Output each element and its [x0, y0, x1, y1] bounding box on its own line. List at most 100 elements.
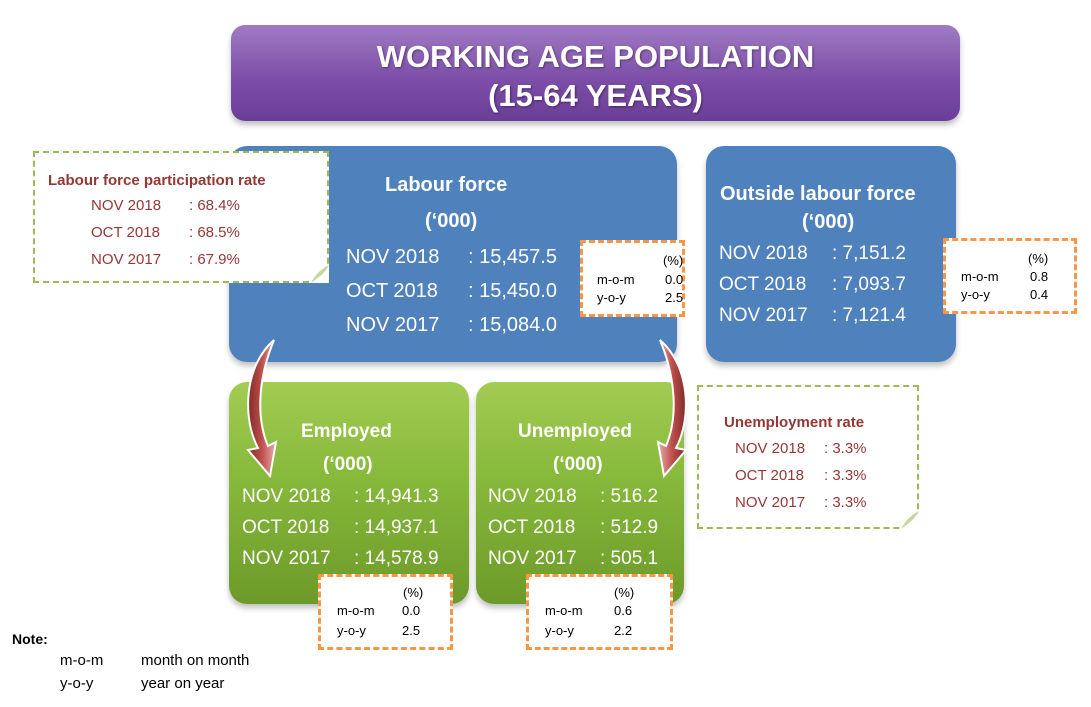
yoy-value: 2.5 — [665, 290, 684, 305]
participation-rate-callout: Labour force participation rate NOV 2018… — [33, 151, 329, 283]
unemployed-row: NOV 2017 : 505.1 — [488, 548, 658, 570]
outside-labour-force-row: OCT 2018 : 7,093.7 — [719, 274, 906, 296]
title-line-1: WORKING AGE POPULATION — [376, 39, 815, 74]
row-value: : 505.1 — [600, 548, 659, 569]
unemployed-change-box: (%) m-o-m 0.6 y-o-y 2.2 — [526, 574, 673, 650]
employed-unit: (‘000) — [323, 454, 373, 475]
unemployment-rate-callout: Unemployment rate NOV 2018 : 3.3% OCT 20… — [697, 385, 919, 529]
mom-value: 0.6 — [614, 603, 633, 618]
unemployment-rate-row: OCT 2018 : 3.3% — [735, 467, 867, 484]
row-label: NOV 2018 — [719, 243, 808, 264]
yoy-label: y-o-y — [597, 290, 626, 305]
mom-value: 0.0 — [402, 603, 421, 618]
yoy-label: y-o-y — [337, 623, 366, 638]
employed-change-box: (%) m-o-m 0.0 y-o-y 2.5 — [318, 574, 453, 650]
row-value: : 3.3% — [824, 440, 867, 457]
row-value: : 15,457.5 — [468, 246, 557, 268]
outside-labour-force-title: Outside labour force — [720, 183, 916, 205]
note-meaning: month on month — [141, 652, 250, 669]
mom-value: 0.0 — [665, 272, 684, 287]
row-value: : 14,941.3 — [354, 486, 439, 507]
unemployed-unit: (‘000) — [553, 454, 603, 475]
row-label: OCT 2018 — [488, 517, 576, 538]
outside-labour-force-row: NOV 2018 : 7,151.2 — [719, 243, 906, 265]
outside-labour-force-unit: (‘000) — [802, 211, 855, 233]
labour-force-row: OCT 2018 : 15,450.0 — [346, 280, 557, 303]
yoy-value: 2.5 — [402, 623, 421, 638]
labour-force-row: NOV 2018 : 15,457.5 — [346, 246, 557, 269]
row-label: NOV 2017 — [242, 548, 331, 569]
row-value: : 7,093.7 — [832, 274, 906, 295]
employed-row: NOV 2018 : 14,941.3 — [242, 486, 439, 508]
row-value: : 15,084.0 — [468, 314, 557, 336]
row-value: : 7,151.2 — [832, 243, 906, 264]
participation-rate-row: OCT 2018 : 68.5% — [91, 224, 240, 241]
row-value: : 3.3% — [824, 467, 867, 484]
title-line-2: (15-64 YEARS) — [488, 78, 703, 113]
row-value: : 67.9% — [189, 251, 240, 268]
row-value: : 7,121.4 — [832, 305, 906, 326]
row-value: : 15,450.0 — [468, 280, 557, 302]
participation-rate-row: NOV 2018 : 68.4% — [91, 197, 240, 214]
note-item: y-o-y year on year — [60, 675, 224, 692]
mom-label: m-o-m — [597, 272, 635, 287]
right-curved-arrow-icon — [656, 339, 688, 478]
yoy-value: 0.4 — [1030, 287, 1049, 302]
yoy-label: y-o-y — [961, 287, 990, 302]
row-value: : 14,937.1 — [354, 517, 439, 538]
row-label: OCT 2018 — [346, 280, 438, 302]
labour-force-change-box: (%) m-o-m 0.0 y-o-y 2.5 — [580, 240, 685, 317]
pct-label: (%) — [663, 253, 684, 268]
page-fold-icon — [311, 265, 329, 283]
row-label: NOV 2017 — [346, 314, 440, 336]
row-label: NOV 2018 — [242, 486, 331, 507]
row-label: OCT 2018 — [735, 467, 804, 484]
unemployed-title: Unemployed — [518, 421, 633, 442]
employed-title: Employed — [301, 421, 392, 442]
labour-force-unit: (‘000) — [425, 210, 478, 232]
row-label: NOV 2017 — [719, 305, 808, 326]
employed-box: Employed (‘000) NOV 2018 : 14,941.3 OCT … — [229, 382, 469, 604]
row-value: : 512.9 — [600, 517, 659, 538]
row-label: NOV 2017 — [488, 548, 577, 569]
note-abbr: y-o-y — [60, 675, 94, 692]
note-title: Note: — [12, 631, 48, 647]
pct-label: (%) — [1028, 251, 1049, 266]
row-value: : 68.5% — [189, 224, 240, 241]
participation-rate-row: NOV 2017 : 67.9% — [91, 251, 240, 268]
row-label: NOV 2018 — [346, 246, 440, 268]
pct-label: (%) — [403, 585, 424, 600]
row-value: : 14,578.9 — [354, 548, 439, 569]
row-value: : 516.2 — [600, 486, 659, 507]
mom-label: m-o-m — [545, 603, 583, 618]
labour-force-row: NOV 2017 : 15,084.0 — [346, 314, 557, 337]
mom-label: m-o-m — [961, 269, 999, 284]
outside-labour-force-change-box: (%) m-o-m 0.8 y-o-y 0.4 — [943, 238, 1077, 314]
row-label: NOV 2017 — [735, 494, 806, 511]
outside-labour-force-box: Outside labour force (‘000) NOV 2018 : 7… — [706, 146, 956, 362]
row-label: NOV 2017 — [91, 251, 162, 268]
row-value: : 3.3% — [824, 494, 867, 511]
row-label: OCT 2018 — [91, 224, 160, 241]
unemployment-rate-row: NOV 2018 : 3.3% — [735, 440, 867, 457]
row-label: NOV 2018 — [735, 440, 806, 457]
row-label: OCT 2018 — [719, 274, 807, 295]
note-meaning: year on year — [141, 675, 225, 692]
participation-rate-title: Labour force participation rate — [48, 172, 266, 189]
note-abbr: m-o-m — [60, 652, 104, 669]
mom-label: m-o-m — [337, 603, 375, 618]
yoy-value: 2.2 — [614, 623, 633, 638]
pct-label: (%) — [614, 585, 635, 600]
mom-value: 0.8 — [1030, 269, 1049, 284]
row-label: NOV 2018 — [91, 197, 162, 214]
outside-labour-force-row: NOV 2017 : 7,121.4 — [719, 305, 906, 327]
title-banner: WORKING AGE POPULATION (15-64 YEARS) — [231, 25, 960, 121]
row-label: NOV 2018 — [488, 486, 577, 507]
labour-force-title: Labour force — [385, 174, 508, 196]
unemployed-row: NOV 2018 : 516.2 — [488, 486, 658, 508]
page-fold-icon — [901, 511, 919, 529]
unemployed-row: OCT 2018 : 512.9 — [488, 517, 658, 539]
left-curved-arrow-icon — [246, 339, 278, 478]
note-item: m-o-m month on month — [60, 652, 249, 669]
row-value: : 68.4% — [189, 197, 240, 214]
